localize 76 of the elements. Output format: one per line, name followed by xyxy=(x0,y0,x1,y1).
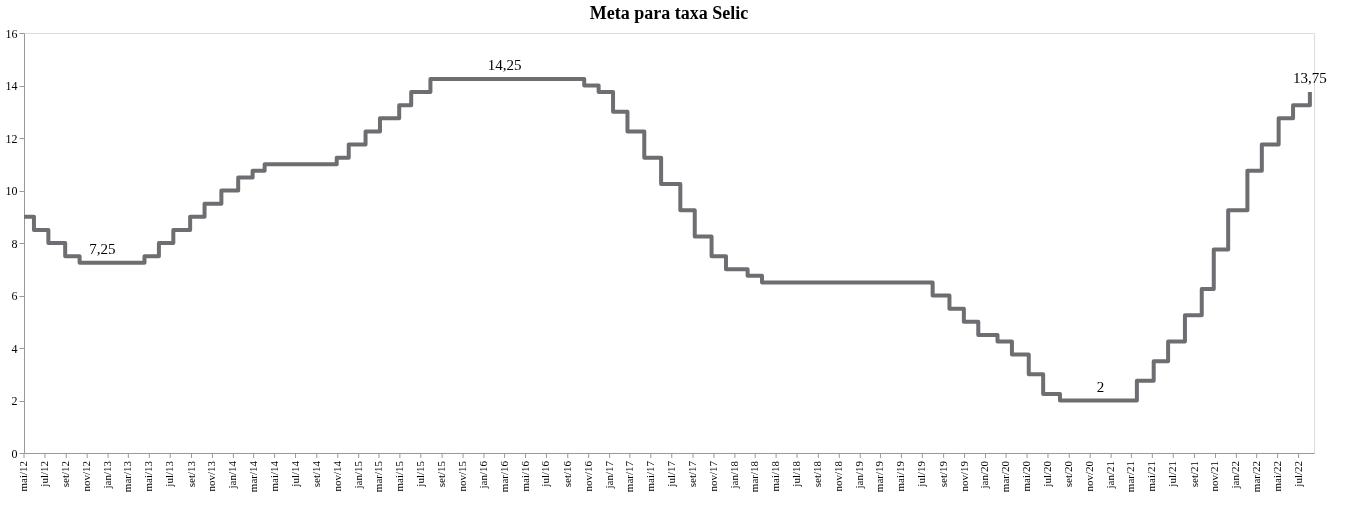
x-tick-label: jul/22 xyxy=(1291,461,1304,488)
x-tick-label: jan/21 xyxy=(1104,461,1117,490)
x-tick-label: jan/20 xyxy=(978,460,991,490)
x-tick-label: set/18 xyxy=(811,460,824,488)
x-tick-label: jul/13 xyxy=(163,460,176,488)
x-tick-label: jul/18 xyxy=(790,460,803,488)
x-tick-label: jul/12 xyxy=(37,461,50,488)
x-tick-label: jan/13 xyxy=(101,460,114,490)
x-tick-label: mar/19 xyxy=(873,460,886,493)
y-tick-label: 12 xyxy=(5,131,18,146)
x-tick-label: mai/13 xyxy=(142,460,155,492)
y-tick-label: 4 xyxy=(11,341,18,356)
x-tick-label: mai/16 xyxy=(518,460,531,492)
x-tick-label: nov/17 xyxy=(706,460,719,492)
x-tick-label: mai/22 xyxy=(1270,461,1283,492)
x-tick-label: nov/12 xyxy=(80,461,93,492)
x-tick-label: mai/20 xyxy=(1020,460,1033,492)
x-tick-label: mar/15 xyxy=(371,460,384,493)
x-tick-label: mar/16 xyxy=(497,460,510,493)
x-tick-label: jan/19 xyxy=(853,460,866,490)
x-tick-label: set/17 xyxy=(686,460,699,488)
x-tick-label: mar/20 xyxy=(999,460,1012,493)
x-tick-label: mar/22 xyxy=(1249,461,1262,493)
x-tick-label: jul/15 xyxy=(413,460,426,488)
y-tick-label: 2 xyxy=(11,394,18,408)
x-tick-label: mar/14 xyxy=(246,460,259,493)
x-tick-label: set/13 xyxy=(184,460,197,488)
x-tick-label: jan/22 xyxy=(1229,461,1242,490)
x-tick-label: jan/16 xyxy=(476,460,489,490)
annotation: 7,25 xyxy=(89,240,116,257)
x-tick-label: jan/18 xyxy=(727,460,740,490)
x-tick-label: mai/21 xyxy=(1145,461,1158,492)
x-tick-label: mai/14 xyxy=(267,460,280,492)
y-tick-label: 16 xyxy=(5,26,18,41)
x-tick-label: jul/16 xyxy=(539,460,552,488)
x-tick-label: set/12 xyxy=(59,461,72,488)
x-tick-label: mai/18 xyxy=(769,460,782,492)
x-tick-label: set/20 xyxy=(1062,460,1075,488)
x-tick-label: nov/13 xyxy=(205,460,218,492)
x-tick-label: jul/14 xyxy=(288,460,301,488)
x-tick-label: jul/17 xyxy=(664,460,677,488)
annotation: 2 xyxy=(1096,378,1105,395)
x-tick-label: nov/15 xyxy=(456,460,469,492)
x-tick-label: set/21 xyxy=(1187,461,1200,488)
x-tick-label: jan/14 xyxy=(226,460,239,490)
x-tick-label: set/14 xyxy=(309,460,322,488)
x-tick-label: mar/21 xyxy=(1124,461,1137,493)
x-tick-label: mar/13 xyxy=(121,460,134,493)
annotation: 13,75 xyxy=(1293,70,1327,87)
x-tick-label: nov/19 xyxy=(957,460,970,492)
x-tick-label: mai/12 xyxy=(17,461,29,492)
y-tick-label: 14 xyxy=(5,79,18,93)
y-tick-label: 6 xyxy=(11,289,18,303)
x-tick-label: jan/17 xyxy=(602,460,615,490)
x-tick-label: nov/20 xyxy=(1083,460,1096,492)
x-tick-label: set/16 xyxy=(560,460,573,488)
x-tick-label: mai/17 xyxy=(643,460,656,492)
x-tick-label: nov/18 xyxy=(832,460,845,492)
y-tick-label: 8 xyxy=(11,236,18,251)
y-tick-label: 0 xyxy=(11,446,18,461)
x-tick-label: jul/19 xyxy=(915,460,928,488)
x-tick-label: set/19 xyxy=(936,460,949,488)
x-tick-label: nov/21 xyxy=(1208,461,1221,492)
x-tick-label: set/15 xyxy=(435,460,448,488)
annotation: 14,25 xyxy=(487,56,522,73)
y-tick-label: 10 xyxy=(5,184,18,198)
x-tick-label: nov/14 xyxy=(330,460,343,492)
x-tick-label: jul/21 xyxy=(1166,461,1179,488)
x-tick-label: mai/15 xyxy=(392,460,405,492)
x-tick-label: jan/15 xyxy=(351,460,364,490)
x-tick-label: mar/17 xyxy=(622,460,635,493)
x-tick-label: jul/20 xyxy=(1040,460,1053,488)
x-tick-label: nov/16 xyxy=(581,460,594,492)
x-tick-label: mar/18 xyxy=(748,460,761,493)
chart-title: Meta para taxa Selic xyxy=(589,3,749,23)
x-tick-label: mai/19 xyxy=(894,460,907,492)
